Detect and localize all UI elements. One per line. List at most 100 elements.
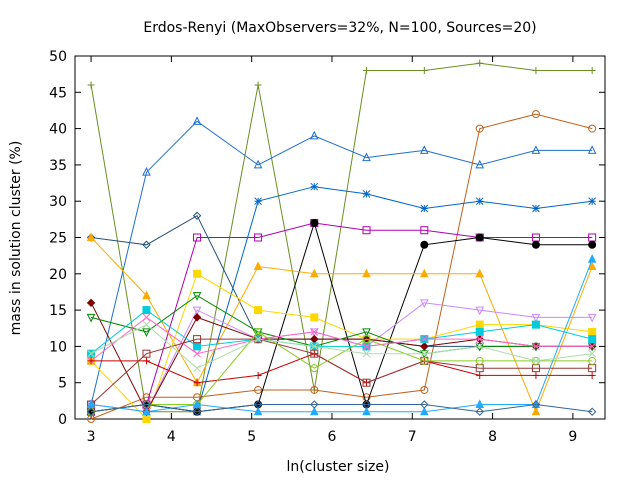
data-point [362, 190, 371, 198]
data-point [192, 292, 202, 301]
data-point [192, 116, 202, 125]
data-point [86, 232, 96, 241]
x-tick-label: 8 [488, 429, 497, 445]
x-tick-label: 6 [328, 429, 337, 445]
data-point [475, 306, 485, 316]
data-point [142, 406, 151, 416]
data-point [192, 407, 202, 416]
data-point [142, 290, 151, 300]
data-point [587, 254, 597, 263]
series-19 [86, 400, 597, 416]
series-13 [87, 306, 597, 358]
data-point [420, 204, 429, 213]
data-point [192, 399, 202, 408]
data-point [420, 335, 429, 343]
data-point [420, 349, 429, 358]
data-point [142, 306, 151, 315]
series-line [90, 323, 593, 369]
data-point [142, 400, 151, 409]
data-point [362, 349, 371, 358]
data-point [531, 313, 541, 323]
data-point [87, 357, 95, 365]
series-14 [87, 313, 597, 365]
data-point [420, 268, 429, 278]
data-point [142, 349, 151, 358]
data-point [254, 306, 263, 315]
y-tick-label: 40 [49, 122, 67, 138]
series-18 [86, 254, 597, 416]
data-point [362, 152, 371, 162]
series-20 [87, 320, 597, 373]
data-point [86, 298, 96, 308]
data-point [310, 313, 319, 322]
data-point [310, 400, 319, 409]
y-tick-label: 25 [49, 231, 67, 247]
data-point [420, 226, 429, 235]
data-point [142, 320, 151, 329]
data-point [587, 145, 597, 154]
data-point [420, 342, 429, 351]
y-axis-label: mass in solution cluster (%) [8, 141, 24, 336]
data-point [476, 59, 484, 67]
data-point [587, 313, 597, 323]
data-point [587, 261, 597, 271]
data-point [475, 197, 484, 206]
data-point [531, 320, 540, 329]
data-point [86, 313, 96, 323]
data-point [475, 327, 484, 336]
series-line [90, 120, 593, 405]
data-point [588, 67, 596, 75]
data-point [532, 342, 540, 351]
data-point [532, 204, 540, 213]
data-point [362, 335, 371, 344]
data-point [588, 240, 597, 249]
data-point [87, 81, 95, 89]
series-line [90, 316, 593, 362]
data-point [531, 145, 541, 154]
data-point [532, 67, 540, 75]
data-point [86, 399, 96, 408]
data-point [362, 400, 371, 409]
data-point [253, 261, 263, 271]
data-point [588, 349, 597, 358]
data-point [588, 335, 597, 344]
data-point [531, 240, 540, 249]
data-point [420, 145, 429, 154]
data-point [310, 364, 319, 373]
data-point [420, 67, 428, 75]
y-tick-label: 5 [58, 376, 67, 392]
y-tick-label: 45 [49, 85, 67, 101]
data-point [192, 211, 202, 220]
data-point [193, 269, 202, 278]
data-point [87, 349, 95, 358]
data-point [420, 240, 429, 249]
series-7 [87, 218, 597, 416]
data-point [310, 218, 319, 227]
data-point [475, 320, 484, 329]
data-point [531, 406, 541, 416]
data-point [142, 167, 151, 176]
data-point [475, 268, 485, 278]
x-tick-label: 5 [247, 429, 256, 445]
data-point [363, 67, 370, 75]
y-tick-label: 35 [49, 158, 67, 174]
data-point [420, 406, 429, 416]
data-point [588, 124, 597, 133]
data-point [362, 328, 371, 337]
data-point [587, 407, 597, 416]
data-point [588, 197, 597, 206]
y-tick-label: 30 [49, 194, 67, 210]
data-point [254, 81, 262, 89]
data-point [253, 400, 263, 409]
series-line [90, 62, 593, 413]
y-tick-label: 0 [58, 412, 67, 428]
data-point [362, 226, 371, 235]
series-line [91, 403, 593, 413]
data-point [310, 334, 319, 344]
series-line [90, 113, 593, 420]
data-point [475, 399, 485, 408]
data-point [142, 313, 151, 322]
data-point [254, 327, 263, 336]
x-tick-label: 3 [87, 429, 96, 445]
